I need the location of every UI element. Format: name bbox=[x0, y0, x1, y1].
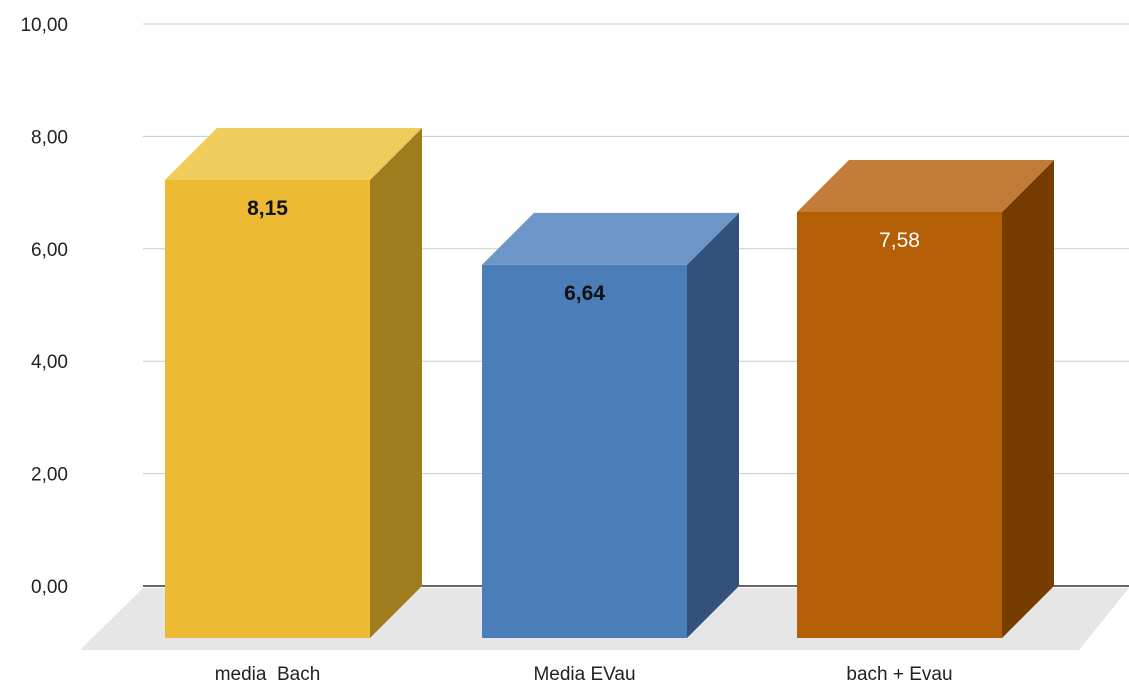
bars bbox=[165, 128, 1054, 638]
data-label: 7,58 bbox=[879, 229, 920, 252]
x-axis-category-labels: media Bach Media EVau bach + Evau bbox=[215, 664, 953, 684]
y-axis-tick-labels: 0,00 2,00 4,00 6,00 8,00 10,00 bbox=[20, 15, 68, 598]
y-tick-label: 8,00 bbox=[31, 127, 68, 148]
y-tick-label: 2,00 bbox=[31, 465, 68, 486]
bar bbox=[797, 160, 1054, 638]
bar-front bbox=[482, 265, 687, 638]
bar-side bbox=[1002, 160, 1054, 638]
bar-front bbox=[797, 212, 1002, 638]
bar-front bbox=[165, 180, 370, 638]
y-tick-label: 4,00 bbox=[31, 352, 68, 373]
x-category-label: media Bach bbox=[215, 664, 321, 684]
data-label: 8,15 bbox=[247, 197, 288, 220]
x-category-label: bach + Evau bbox=[846, 664, 952, 684]
y-tick-label: 6,00 bbox=[31, 240, 68, 261]
bar bbox=[482, 213, 739, 638]
bar bbox=[165, 128, 422, 638]
y-tick-label: 10,00 bbox=[20, 15, 68, 36]
data-label: 6,64 bbox=[564, 282, 605, 305]
y-tick-label: 0,00 bbox=[31, 577, 68, 598]
bar-side bbox=[370, 128, 422, 638]
bar-side bbox=[687, 213, 739, 638]
x-category-label: Media EVau bbox=[533, 664, 635, 684]
